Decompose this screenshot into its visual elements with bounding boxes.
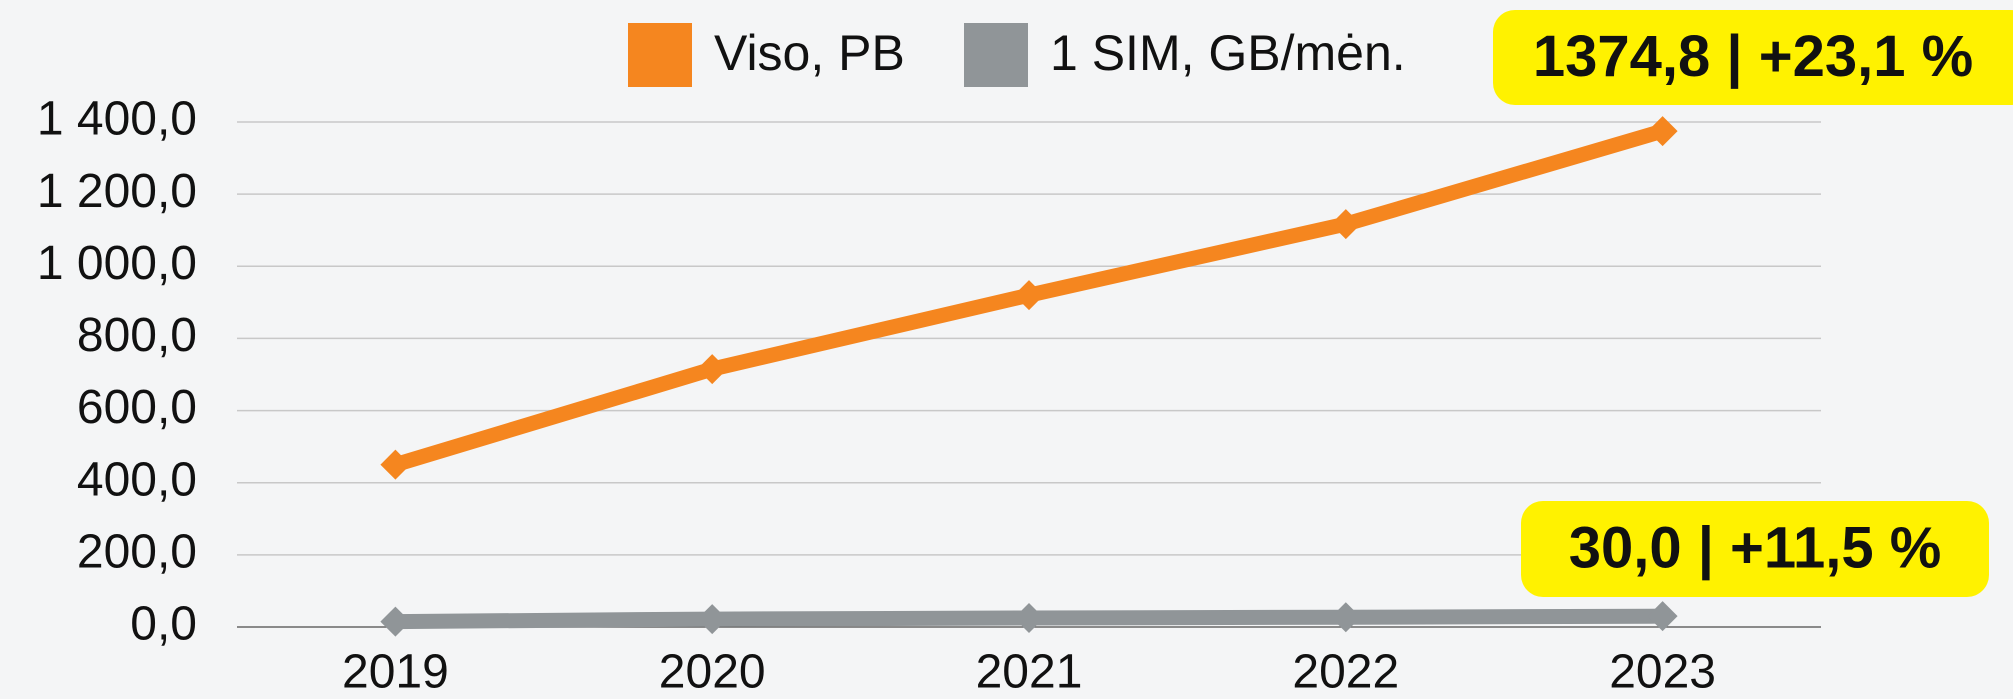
x-tick-label: 2019	[342, 646, 449, 699]
annotation-box	[1493, 10, 2013, 105]
y-tick-label: 800,0	[77, 309, 197, 362]
legend-swatch	[628, 23, 692, 87]
x-tick-label: 2022	[1292, 646, 1399, 699]
marker	[1647, 601, 1678, 632]
y-tick-label: 1 000,0	[37, 237, 197, 290]
legend-label: Viso, PB	[714, 25, 905, 81]
marker	[1330, 209, 1361, 240]
marker	[1647, 116, 1678, 147]
marker	[697, 604, 728, 635]
marker	[380, 606, 411, 637]
x-tick-label: 2023	[1609, 646, 1716, 699]
y-tick-label: 600,0	[77, 381, 197, 434]
y-tick-label: 0,0	[130, 598, 197, 651]
y-tick-label: 1 200,0	[37, 165, 197, 218]
marker	[1014, 602, 1044, 633]
marker	[380, 449, 411, 480]
annotation: 30,0 | +11,5 %	[1569, 515, 1942, 580]
y-tick-label: 1 400,0	[37, 93, 197, 146]
x-tick-label: 2020	[659, 646, 766, 699]
y-tick-label: 400,0	[77, 453, 197, 506]
legend-swatch	[964, 23, 1028, 87]
marker	[697, 354, 728, 385]
marker	[1014, 280, 1044, 311]
x-tick-label: 2021	[976, 646, 1083, 699]
annotation: 1374,8 | +23,1 %	[1533, 24, 1973, 89]
marker	[1330, 602, 1361, 633]
y-tick-label: 200,0	[77, 526, 197, 579]
annotation-box	[1521, 501, 1989, 597]
legend-label: 1 SIM, GB/mėn.	[1050, 25, 1406, 81]
